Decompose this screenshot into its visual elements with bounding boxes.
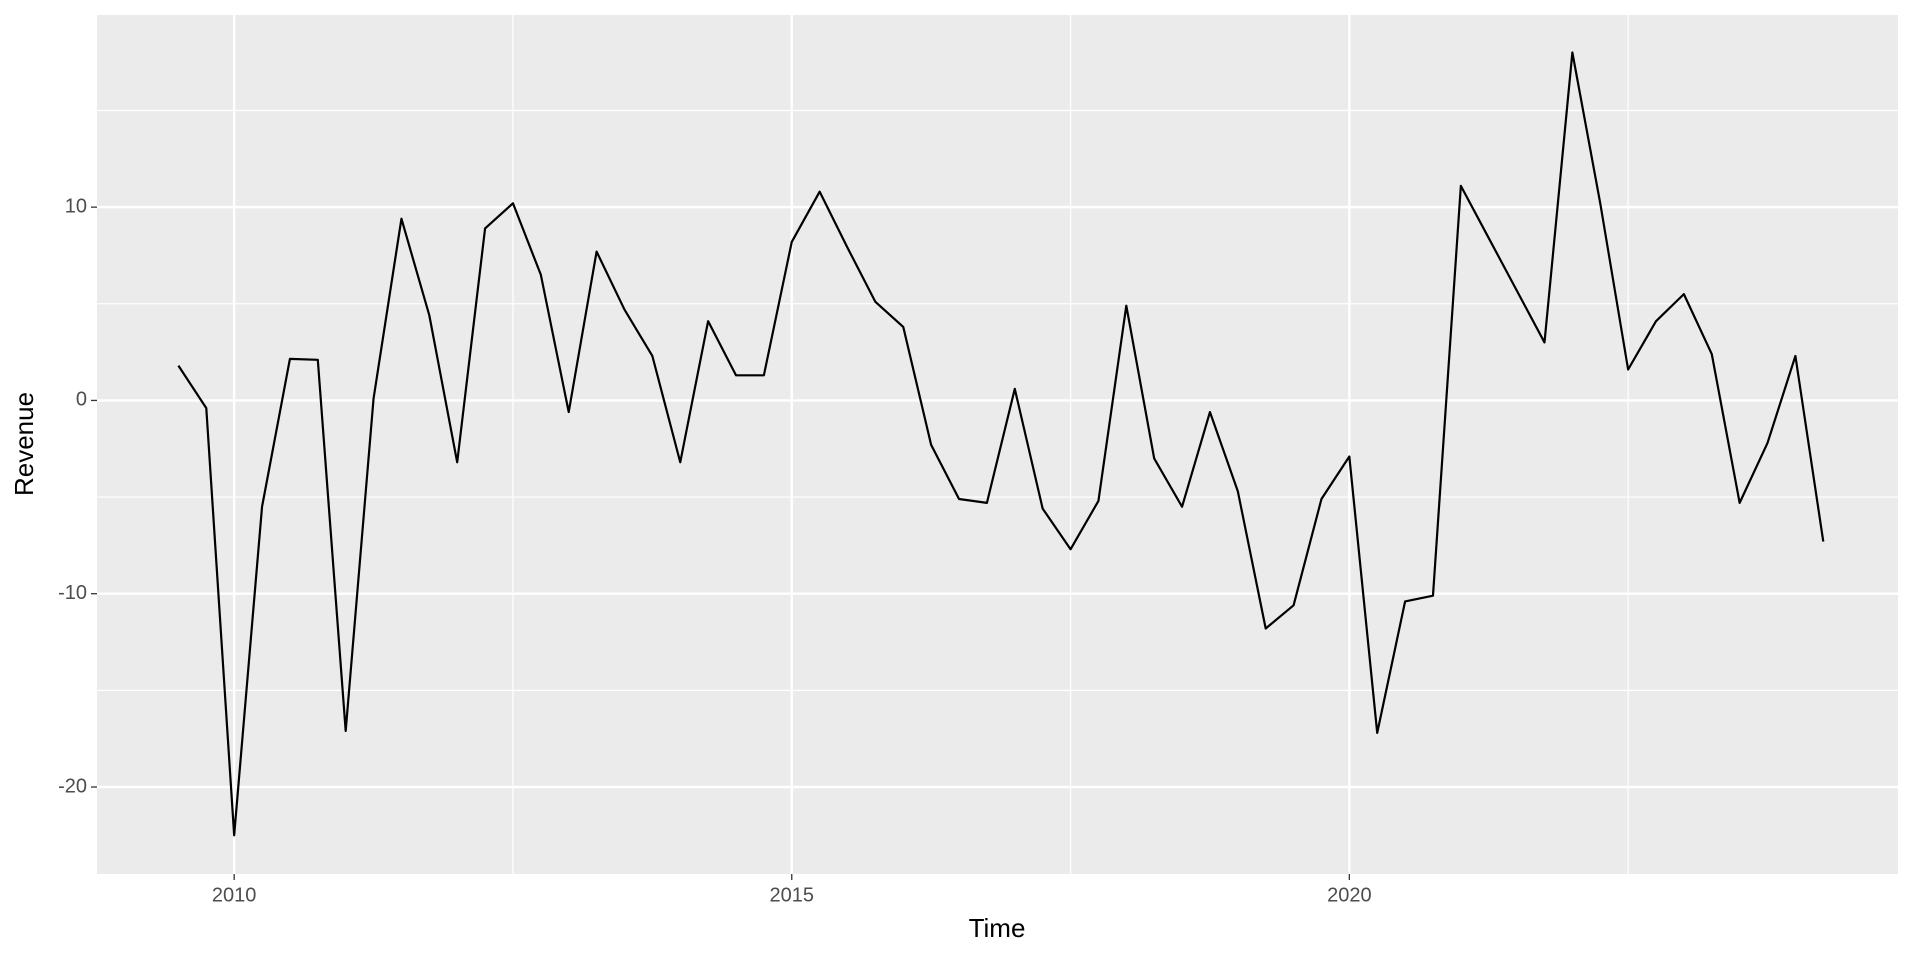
y-tick-label: 0 <box>76 389 87 411</box>
x-tick-label: 2020 <box>1327 884 1372 906</box>
y-axis-title: Revenue <box>9 392 39 496</box>
y-tick-label: -20 <box>58 775 87 797</box>
x-tick-label: 2015 <box>770 884 815 906</box>
panel <box>97 15 1898 874</box>
line <box>177 51 1825 837</box>
y-tick-label: -10 <box>58 582 87 604</box>
y-tick-label: 10 <box>65 195 87 217</box>
grid <box>97 15 1898 874</box>
x-axis-title: Time <box>969 913 1026 943</box>
x-tick-label: 2010 <box>212 884 257 906</box>
